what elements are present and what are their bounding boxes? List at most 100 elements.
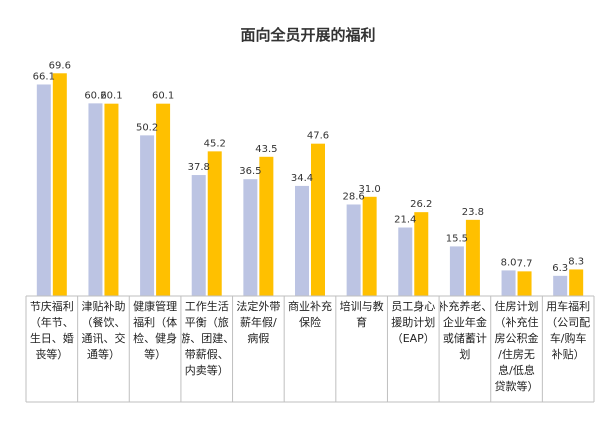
category-line-3-4: 内卖等）: [185, 363, 229, 377]
category-line-9-5: 贷款等）: [495, 379, 539, 393]
bar-series-2-0: [52, 73, 67, 296]
category-line-0-0: 节庆福利: [30, 299, 74, 313]
category-line-8-1: 企业年金: [443, 315, 487, 329]
category-line-9-4: 息/低息: [498, 363, 535, 377]
category-line-2-1: 福利（体: [133, 315, 177, 329]
bar-series-1-4: [243, 179, 258, 296]
category-line-7-2: （EAP）: [392, 332, 435, 345]
category-line-7-0: 员工身心: [391, 299, 435, 313]
category-line-3-1: 平衡（旅: [185, 315, 229, 329]
value-label-series-1-3: 37.8: [188, 162, 210, 173]
bars-group: [36, 73, 584, 297]
category-line-0-3: 丧等）: [35, 347, 68, 361]
value-label-series-2-3: 45.2: [204, 138, 226, 149]
bar-series-2-1: [104, 103, 119, 297]
bar-series-2-5: [311, 143, 325, 296]
value-label-series-2-7: 26.2: [410, 199, 432, 210]
category-line-7-1: 援助计划: [391, 315, 435, 329]
bar-series-2-3: [207, 151, 222, 296]
category-line-1-3: 通等）: [87, 347, 120, 361]
category-line-0-1: （年节、: [30, 315, 74, 329]
category-line-2-2: 检、健身: [133, 331, 177, 345]
category-line-5-1: 保险: [299, 315, 321, 329]
category-line-3-2: 游、团建、: [179, 331, 234, 345]
value-label-series-2-1: 60.1: [100, 91, 122, 102]
bar-series-2-6: [362, 196, 377, 296]
value-label-series-1-6: 28.6: [343, 191, 365, 202]
category-line-1-0: 津贴补助: [81, 299, 125, 313]
value-label-series-2-6: 31.0: [359, 184, 381, 195]
bar-series-1-3: [191, 175, 206, 296]
category-line-9-1: （补充住: [495, 315, 539, 329]
value-label-series-2-2: 60.1: [152, 91, 174, 102]
value-label-series-2-8: 23.8: [462, 207, 484, 218]
value-label-series-1-7: 21.4: [394, 215, 416, 226]
value-label-series-1-1: 60.2: [84, 90, 106, 101]
value-label-series-2-4: 43.5: [255, 144, 277, 155]
category-line-6-1: 育: [356, 315, 367, 329]
category-line-10-3: 补贴）: [552, 347, 585, 361]
bar-series-2-10: [569, 269, 584, 296]
category-line-8-0: 补充养老、: [437, 299, 492, 313]
category-line-3-0: 工作生活: [185, 299, 229, 313]
category-line-1-1: （餐饮、: [81, 315, 125, 329]
category-line-4-1: 薪年假/: [240, 315, 277, 329]
category-line-3-3: 带薪假、: [185, 347, 229, 361]
category-line-10-1: （公司配: [546, 316, 590, 329]
category-line-10-2: 车/购车: [550, 331, 587, 345]
value-label-series-1-2: 50.2: [136, 122, 158, 133]
value-labels-group: 66.169.660.260.150.260.137.845.236.543.5…: [33, 60, 584, 274]
bar-series-1-6: [346, 204, 361, 296]
value-label-series-1-5: 34.4: [291, 173, 313, 184]
bar-series-1-1: [88, 103, 103, 296]
category-line-10-0: 用车福利: [546, 299, 590, 313]
category-label-0: 节庆福利 （年节、生日、婚丧等）: [30, 299, 74, 361]
value-label-series-1-10: 6.3: [552, 263, 568, 274]
bar-series-1-5: [295, 185, 309, 296]
category-line-8-2: 或储蓄计: [443, 331, 487, 345]
bar-series-1-9: [501, 270, 516, 296]
category-line-4-2: 病假: [247, 331, 269, 345]
bar-series-1-8: [449, 246, 464, 296]
value-label-series-2-9: 7.7: [517, 258, 533, 269]
category-table: 节庆福利 （年节、生日、婚丧等） 津贴补助 （餐饮、通讯、交通等） 健康管理福利（体检、…: [25, 295, 595, 403]
value-label-series-2-0: 69.6: [49, 60, 71, 71]
category-line-1-2: 通讯、交: [81, 331, 125, 345]
category-line-8-3: 划: [459, 348, 470, 361]
value-label-series-2-5: 47.6: [307, 131, 329, 142]
value-label-series-2-10: 8.3: [568, 256, 584, 267]
bar-series-2-8: [465, 219, 480, 296]
value-label-series-1-4: 36.5: [239, 166, 261, 177]
bar-series-2-4: [259, 156, 274, 296]
category-line-9-3: /住房无: [498, 347, 535, 361]
bar-series-2-7: [414, 212, 429, 296]
bar-series-1-2: [140, 135, 155, 296]
chart-title: 面向全员开展的福利: [240, 26, 375, 44]
bar-series-2-9: [517, 271, 532, 296]
bar-series-1-10: [553, 275, 568, 296]
category-line-2-3: 等）: [144, 347, 166, 361]
category-line-4-0: 法定外带: [236, 299, 280, 313]
category-line-6-0: 培训与教: [340, 299, 384, 313]
category-line-5-0: 商业补充: [288, 299, 332, 313]
value-label-series-1-9: 8.0: [501, 257, 517, 268]
category-line-2-0: 健康管理: [133, 299, 177, 313]
category-label-1: 津贴补助 （餐饮、通讯、交通等）: [81, 299, 125, 361]
value-label-series-1-8: 15.5: [446, 233, 468, 244]
category-line-9-2: 房公积金: [495, 331, 539, 345]
value-label-series-1-0: 66.1: [33, 71, 55, 82]
bar-series-2-2: [156, 103, 171, 297]
category-line-0-2: 生日、婚: [30, 331, 74, 345]
bar-series-1-0: [36, 84, 51, 296]
category-line-9-0: 住房计划: [495, 299, 539, 313]
